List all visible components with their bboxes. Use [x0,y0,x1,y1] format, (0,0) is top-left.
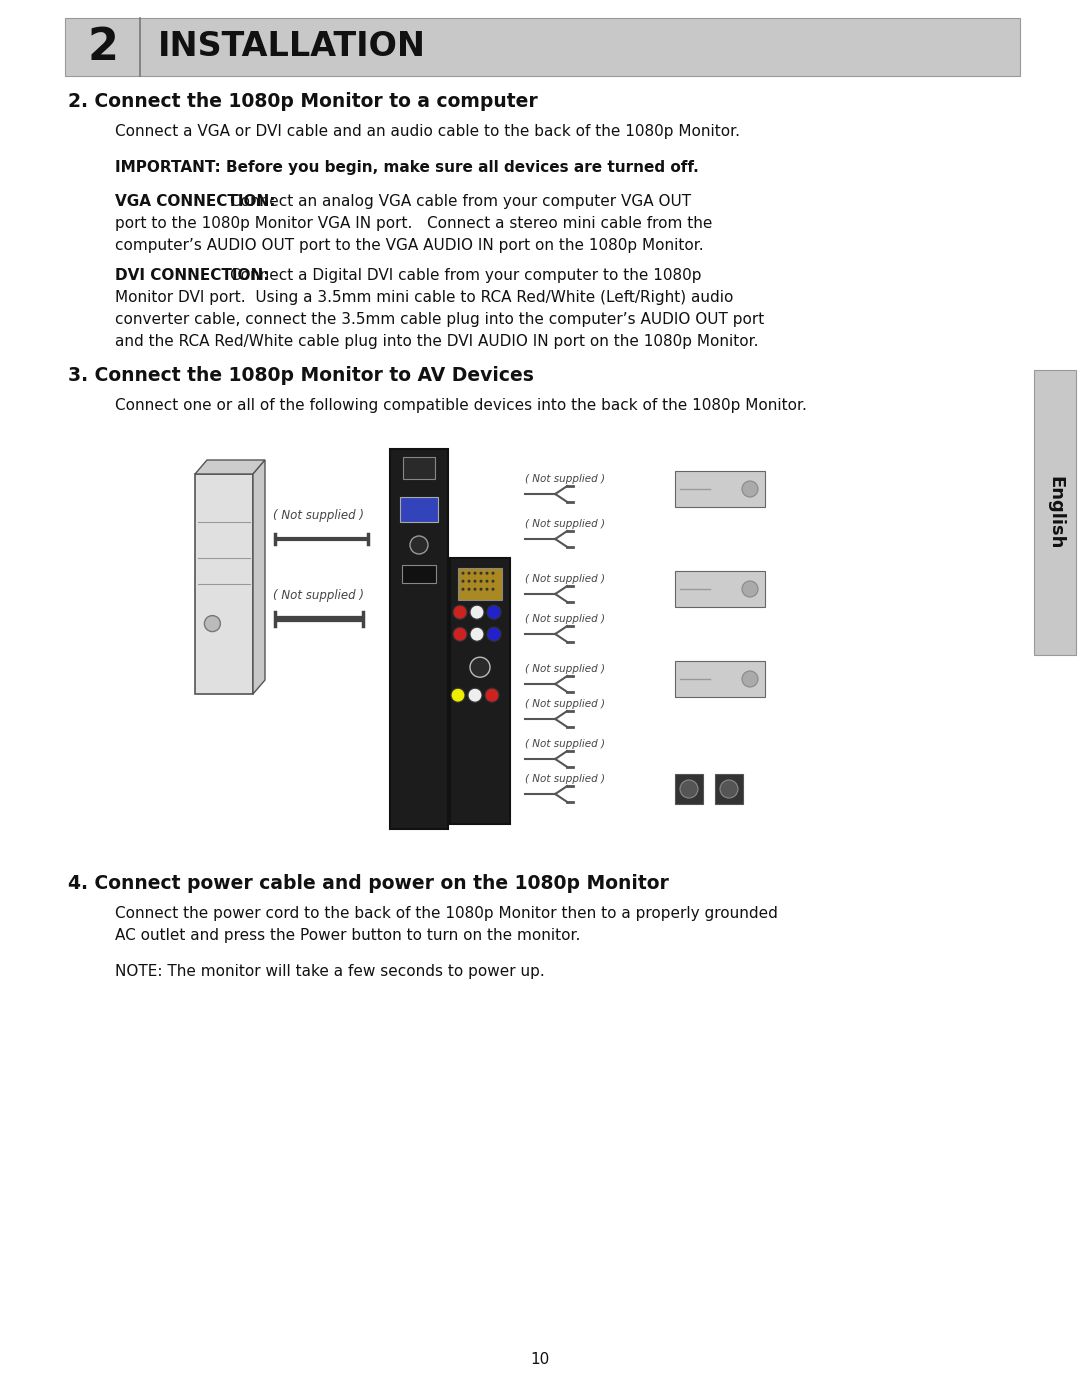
Polygon shape [195,460,265,474]
Text: NOTE: The monitor will take a few seconds to power up.: NOTE: The monitor will take a few second… [114,964,544,979]
Text: ( Not supplied ): ( Not supplied ) [273,590,364,602]
Text: INSTALLATION: INSTALLATION [158,31,426,63]
Circle shape [680,780,698,798]
Bar [195,474,253,694]
Circle shape [451,689,465,703]
Circle shape [742,481,758,497]
Text: Connect a Digital DVI cable from your computer to the 1080p: Connect a Digital DVI cable from your co… [230,268,702,284]
Circle shape [473,580,476,583]
Circle shape [410,536,428,555]
Text: AC outlet and press the Power button to turn on the monitor.: AC outlet and press the Power button to … [114,928,580,943]
Text: 4. Connect power cable and power on the 1080p Monitor: 4. Connect power cable and power on the … [68,875,669,893]
Circle shape [453,627,467,641]
Text: Connect a VGA or DVI cable and an audio cable to the back of the 1080p Monitor.: Connect a VGA or DVI cable and an audio … [114,124,740,138]
Circle shape [491,588,495,591]
Bar [402,564,436,583]
Text: Connect one or all of the following compatible devices into the back of the 1080: Connect one or all of the following comp… [114,398,807,414]
Text: port to the 1080p Monitor VGA IN port.   Connect a stereo mini cable from the: port to the 1080p Monitor VGA IN port. C… [114,217,713,231]
Circle shape [461,588,464,591]
Bar [65,18,1020,75]
Bar [1034,370,1076,655]
Bar [400,497,438,522]
Text: IMPORTANT: Before you begin, make sure all devices are turned off.: IMPORTANT: Before you begin, make sure a… [114,161,699,175]
Bar [675,571,765,608]
Circle shape [486,571,488,574]
Text: DVI CONNECTION:: DVI CONNECTION: [114,268,270,284]
Text: ( Not supplied ): ( Not supplied ) [273,509,364,522]
Circle shape [461,571,464,574]
Text: Connect the power cord to the back of the 1080p Monitor then to a properly groun: Connect the power cord to the back of th… [114,907,778,921]
Text: English: English [1047,476,1064,549]
Text: Monitor DVI port.  Using a 3.5mm mini cable to RCA Red/White (Left/Right) audio: Monitor DVI port. Using a 3.5mm mini cab… [114,291,733,305]
Circle shape [468,580,471,583]
Text: VGA CONNECTION:: VGA CONNECTION: [114,194,275,210]
Circle shape [486,588,488,591]
Circle shape [487,627,501,641]
Bar [458,569,502,601]
Polygon shape [253,460,265,694]
Text: converter cable, connect the 3.5mm cable plug into the computer’s AUDIO OUT port: converter cable, connect the 3.5mm cable… [114,312,765,327]
Text: 2: 2 [87,25,119,68]
Circle shape [486,580,488,583]
Circle shape [468,588,471,591]
Bar [715,774,743,805]
Circle shape [470,657,490,678]
Circle shape [468,571,471,574]
Bar [675,774,703,805]
Circle shape [461,580,464,583]
Circle shape [473,588,476,591]
Circle shape [480,588,483,591]
Text: computer’s AUDIO OUT port to the VGA AUDIO IN port on the 1080p Monitor.: computer’s AUDIO OUT port to the VGA AUD… [114,237,704,253]
Text: and the RCA Red/White cable plug into the DVI AUDIO IN port on the 1080p Monitor: and the RCA Red/White cable plug into th… [114,334,758,349]
Text: ( Not supplied ): ( Not supplied ) [525,739,605,749]
Circle shape [480,571,483,574]
Text: ( Not supplied ): ( Not supplied ) [525,664,605,673]
Bar [675,471,765,507]
Circle shape [491,580,495,583]
Circle shape [453,605,467,619]
Text: 3. Connect the 1080p Monitor to AV Devices: 3. Connect the 1080p Monitor to AV Devic… [68,366,534,386]
Text: ( Not supplied ): ( Not supplied ) [525,615,605,624]
Bar [675,661,765,697]
Bar [403,457,435,479]
Text: 10: 10 [530,1352,550,1368]
Circle shape [742,581,758,597]
Text: ( Not supplied ): ( Not supplied ) [525,774,605,784]
Text: Connect an analog VGA cable from your computer VGA OUT: Connect an analog VGA cable from your co… [230,194,691,210]
Circle shape [720,780,738,798]
Text: ( Not supplied ): ( Not supplied ) [525,474,605,483]
Circle shape [487,605,501,619]
Circle shape [470,627,484,641]
Circle shape [204,616,220,631]
Text: ( Not supplied ): ( Not supplied ) [525,698,605,710]
Circle shape [742,671,758,687]
Circle shape [480,580,483,583]
Bar [450,559,510,824]
Circle shape [468,689,482,703]
Text: 2. Connect the 1080p Monitor to a computer: 2. Connect the 1080p Monitor to a comput… [68,92,538,110]
Circle shape [473,571,476,574]
Circle shape [470,605,484,619]
Text: ( Not supplied ): ( Not supplied ) [525,574,605,584]
Circle shape [491,571,495,574]
Circle shape [485,689,499,703]
Text: ( Not supplied ): ( Not supplied ) [525,520,605,529]
Bar [390,448,448,828]
